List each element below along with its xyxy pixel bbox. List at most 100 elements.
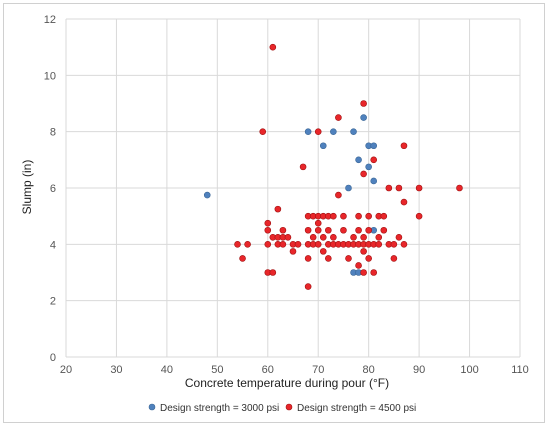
x-tick-label: 20	[60, 364, 72, 376]
data-points	[203, 43, 463, 290]
legend-label: Design strength = 3000 psi	[160, 403, 279, 414]
data-point	[319, 248, 327, 255]
data-point	[415, 184, 423, 192]
data-point	[355, 226, 362, 234]
data-point	[325, 255, 332, 262]
data-point	[350, 233, 357, 241]
data-point	[314, 128, 322, 135]
data-point	[294, 241, 302, 248]
data-point	[415, 212, 423, 220]
y-tick-label: 8	[50, 127, 56, 139]
x-tick-label: 30	[110, 364, 122, 376]
data-point	[340, 226, 347, 234]
data-point	[390, 241, 398, 248]
data-point	[239, 255, 246, 262]
data-point	[279, 226, 287, 234]
series-2	[234, 43, 463, 290]
legend-marker	[148, 403, 156, 411]
data-point	[400, 142, 408, 150]
data-point	[345, 184, 352, 192]
data-point	[355, 262, 362, 269]
data-point	[325, 226, 332, 234]
data-point	[360, 269, 367, 276]
data-point	[456, 184, 463, 192]
x-axis-title: Concrete temperature during pour (°F)	[185, 376, 389, 390]
data-point	[340, 212, 347, 220]
y-tick-label: 2	[50, 296, 56, 308]
data-point	[375, 241, 383, 248]
data-point	[355, 212, 362, 220]
data-point	[269, 43, 277, 51]
data-point	[244, 241, 251, 248]
data-point	[370, 269, 378, 276]
data-point	[304, 226, 312, 234]
data-point	[375, 233, 383, 241]
y-tick-label: 6	[50, 183, 56, 195]
data-point	[264, 226, 272, 234]
y-tick-label: 4	[50, 239, 56, 251]
data-point	[355, 156, 362, 164]
data-point	[274, 205, 282, 213]
y-tick-label: 0	[50, 352, 56, 364]
data-point	[314, 241, 322, 248]
data-point	[269, 269, 277, 276]
data-point	[314, 226, 322, 234]
legend: Design strength = 3000 psi Design strengt…	[148, 403, 416, 414]
data-point	[365, 255, 372, 262]
data-point	[330, 233, 337, 241]
data-point	[370, 142, 378, 150]
data-point	[304, 255, 312, 262]
x-tick-label: 40	[161, 364, 173, 376]
data-point	[360, 114, 367, 121]
gridlines	[65, 18, 521, 358]
data-point	[400, 241, 408, 248]
x-tick-label: 80	[363, 364, 375, 376]
series-1	[203, 114, 378, 276]
data-point	[335, 191, 342, 199]
legend-item: Design strength = 3000 psi	[148, 403, 279, 414]
data-point	[345, 255, 352, 262]
y-tick-label: 12	[44, 14, 56, 26]
data-point	[370, 156, 378, 164]
scatter-chart: 20 30 40 50 60 70 80 90 100 110 0 2 4 6 8 10 12 Concret…	[20, 14, 529, 414]
data-point	[395, 233, 403, 241]
data-point	[350, 128, 357, 135]
data-point	[309, 233, 317, 241]
data-point	[360, 233, 367, 241]
x-tick-label: 90	[413, 364, 425, 376]
y-tick-label: 10	[44, 70, 56, 82]
data-point	[279, 241, 287, 248]
x-tick-label: 110	[511, 364, 529, 376]
data-point	[319, 233, 327, 241]
x-tick-label: 50	[211, 364, 223, 376]
data-point	[330, 128, 337, 135]
data-point	[370, 177, 378, 185]
data-point	[289, 248, 297, 255]
data-point	[365, 212, 372, 220]
data-point	[360, 248, 367, 255]
y-axis-title: Slump (in)	[20, 160, 34, 215]
data-point	[365, 163, 372, 171]
data-point	[299, 163, 307, 171]
x-tick-labels: 20 30 40 50 60 70 80 90 100 110	[60, 364, 529, 376]
legend-item: Design strength = 4500 psi	[285, 403, 416, 414]
x-tick-label: 70	[312, 364, 324, 376]
data-point	[400, 198, 408, 206]
data-point	[234, 241, 241, 248]
y-tick-labels: 0 2 4 6 8 10 12	[44, 14, 56, 364]
data-point	[314, 219, 322, 227]
data-point	[385, 184, 393, 192]
data-point	[360, 170, 367, 178]
data-point	[304, 128, 312, 135]
chart-frame: 20 30 40 50 60 70 80 90 100 110 0 2 4 6 8 10 12 Concret…	[3, 3, 545, 423]
data-point	[365, 226, 372, 234]
data-point	[304, 283, 312, 290]
data-point	[335, 114, 342, 121]
data-point	[203, 191, 211, 199]
data-point	[264, 241, 272, 248]
data-point	[380, 226, 388, 234]
x-tick-label: 60	[262, 364, 274, 376]
data-point	[360, 100, 367, 107]
legend-marker	[285, 403, 293, 411]
data-point	[395, 184, 403, 192]
